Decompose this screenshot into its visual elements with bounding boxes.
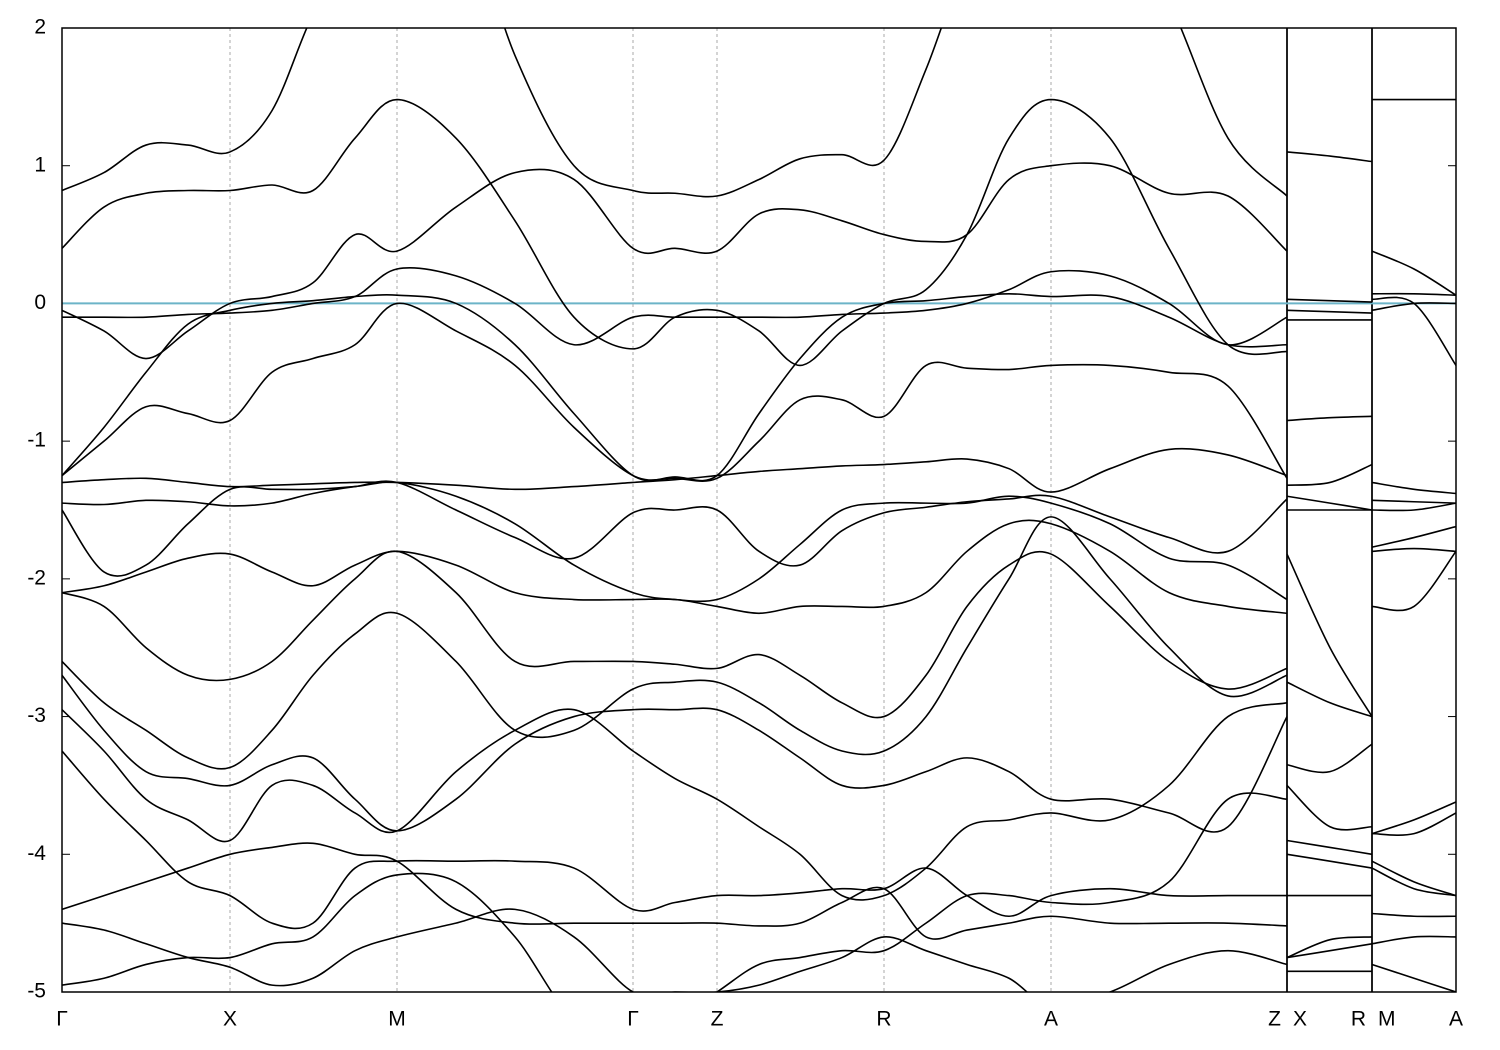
band-line [62,302,1456,495]
band-line [62,702,1456,901]
y-tick-label: 0 [34,291,46,314]
x-tick-label: Γ [56,1008,68,1031]
band-line [62,502,1456,718]
band-line [62,292,1456,482]
y-tick-label: -2 [27,566,46,589]
x-tick-label: M [1378,1008,1396,1031]
band-line [62,162,1456,360]
band-line [62,674,1456,897]
band-line [62,98,1456,367]
band-line [62,842,1456,992]
x-tick-label: Z [711,1008,724,1031]
y-tick-label: -1 [27,429,46,452]
plot-frame [61,27,1457,993]
y-tick-label: -4 [27,842,46,865]
bands [62,28,1456,992]
x-tick-label: Z [1268,1008,1281,1031]
y-tick-label: -5 [27,980,46,1003]
y-tick-label: 2 [34,16,46,39]
x-tick-label: X [1293,1008,1307,1031]
band-line [62,480,1456,567]
band-line [62,28,1456,198]
x-tick-label: R [876,1008,891,1031]
band-line [62,908,1456,992]
x-tick-label: M [388,1008,406,1031]
x-tick-label: R [1351,1008,1366,1031]
x-tick-label: A [1449,1008,1463,1031]
x-tick-label: A [1044,1008,1058,1031]
y-tick-label: 1 [34,153,46,176]
band-line [62,750,1456,930]
band-line [62,792,1456,992]
x-tick-label: X [223,1008,237,1031]
band-line [62,516,1456,835]
x-tick-label: Γ [627,1008,639,1031]
y-tick-label: -3 [27,704,46,727]
band-line [62,547,1456,774]
